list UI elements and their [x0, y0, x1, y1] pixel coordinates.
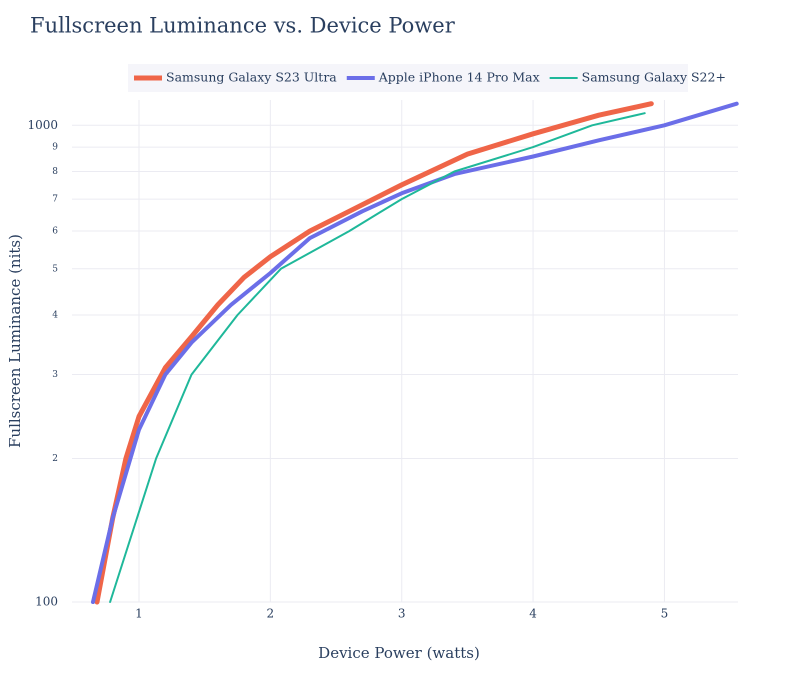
y-axis-title: Fullscreen Luminance (nits)	[6, 234, 24, 448]
chart-title: Fullscreen Luminance vs. Device Power	[30, 14, 456, 38]
x-axis-title: Device Power (watts)	[318, 644, 480, 662]
y-tick-label: 6	[52, 227, 58, 237]
x-tick-label: 5	[661, 607, 669, 621]
y-tick-label: 5	[52, 264, 58, 274]
series-line	[91, 101, 739, 604]
y-tick-label: 100	[35, 595, 58, 609]
y-tick-label: 4	[52, 310, 58, 320]
y-tick-label: 9	[52, 143, 58, 153]
y-tick-label: 8	[52, 167, 58, 177]
x-tick-label: 2	[267, 607, 275, 621]
x-tick-label: 4	[529, 607, 537, 621]
series-line	[109, 112, 646, 603]
y-tick-label: 3	[52, 370, 58, 380]
x-tick-label: 1	[135, 607, 143, 621]
y-tick-label: 7	[52, 195, 58, 205]
legend-label: Samsung Galaxy S23 Ultra	[166, 70, 337, 85]
legend-label: Samsung Galaxy S22+	[582, 70, 726, 85]
legend-box	[128, 64, 688, 92]
series-line	[94, 101, 654, 605]
y-tick-label: 2	[52, 454, 58, 464]
legend-label: Apple iPhone 14 Pro Max	[378, 70, 540, 85]
x-tick-label: 3	[398, 607, 406, 621]
y-tick-label: 1000	[27, 118, 58, 132]
